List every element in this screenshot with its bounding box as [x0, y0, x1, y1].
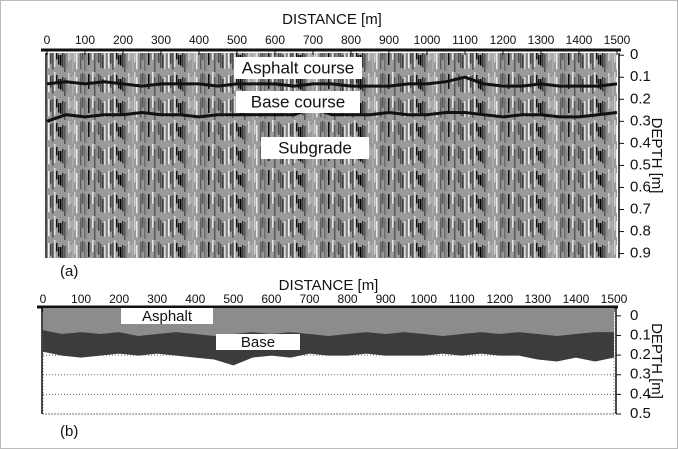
x-tick-label: 800 — [341, 33, 361, 47]
x-tick-label: 300 — [147, 292, 167, 306]
x-tick-label: 300 — [151, 33, 171, 47]
y-tick-label: 0.3 — [630, 112, 651, 129]
x-tick-label: 0 — [40, 292, 47, 306]
y-tick-label: 0.6 — [630, 178, 651, 195]
annotation-box — [216, 334, 300, 350]
y-tick-label: 0 — [630, 307, 638, 324]
panel-label: (a) — [60, 263, 78, 280]
x-tick-label: 700 — [303, 33, 323, 47]
x-tick-label: 1200 — [490, 33, 517, 47]
x-tick-label: 1500 — [604, 33, 631, 47]
y-tick-label: 0.2 — [630, 346, 651, 363]
y-axis-title: DEPTH [m] — [648, 118, 665, 194]
area-edge — [42, 329, 614, 337]
x-tick-label: 900 — [376, 292, 396, 306]
annotation: Asphalt course — [242, 58, 354, 77]
annotation: Subgrade — [278, 138, 352, 157]
annotation: Base course — [251, 92, 346, 111]
y-tick-label: 0.2 — [630, 90, 651, 107]
x-tick-label: 700 — [299, 292, 319, 306]
x-tick-label: 1100 — [449, 292, 475, 306]
x-tick-label: 400 — [185, 292, 205, 306]
x-tick-label: 1300 — [528, 33, 555, 47]
x-tick-label: 1000 — [410, 292, 437, 306]
y-tick-label: 0.7 — [630, 200, 651, 217]
x-tick-label: 1500 — [601, 292, 628, 306]
annotation-box — [121, 308, 213, 324]
x-tick-label: 400 — [189, 33, 209, 47]
interface-line — [46, 75, 618, 88]
x-tick-label: 1000 — [414, 33, 441, 47]
x-tick-label: 1400 — [563, 292, 590, 306]
x-tick-label: 500 — [223, 292, 243, 306]
annotation-box — [236, 91, 360, 113]
x-tick-label: 900 — [379, 33, 399, 47]
y-tick-label: 0.4 — [630, 134, 651, 151]
x-tick-label: 600 — [265, 33, 285, 47]
annotation-box — [261, 137, 369, 159]
x-tick-label: 500 — [227, 33, 247, 47]
x-tick-label: 1400 — [566, 33, 593, 47]
x-tick-label: 800 — [338, 292, 358, 306]
y-tick-label: 0.5 — [630, 405, 651, 422]
x-tick-label: 100 — [71, 292, 91, 306]
annotation: Asphalt — [142, 308, 193, 325]
x-tick-label: 1300 — [525, 292, 552, 306]
y-tick-label: 0 — [630, 46, 638, 63]
annotation-box — [234, 57, 362, 79]
x-tick-label: 0 — [44, 33, 51, 47]
x-tick-label: 1200 — [486, 292, 513, 306]
y-tick-label: 0.4 — [630, 385, 651, 402]
x-tick-label: 1100 — [452, 33, 478, 47]
panel-label: (b) — [60, 423, 78, 440]
annotation: Base — [241, 334, 275, 351]
x-tick-label: 600 — [261, 292, 281, 306]
x-axis-title: DISTANCE [m] — [279, 277, 379, 294]
y-tick-label: 0.1 — [630, 326, 651, 343]
y-tick-label: 0.1 — [630, 68, 651, 85]
y-axis-title: DEPTH [m] — [648, 323, 665, 399]
y-tick-label: 0.8 — [630, 223, 651, 240]
x-tick-label: 200 — [113, 33, 133, 47]
y-tick-label: 0.5 — [630, 156, 651, 173]
x-axis-title: DISTANCE [m] — [282, 11, 382, 28]
x-tick-label: 100 — [75, 33, 95, 47]
interface-line — [46, 106, 618, 123]
y-tick-label: 0.9 — [630, 245, 651, 262]
area-edge — [42, 350, 615, 366]
x-tick-label: 200 — [109, 292, 129, 306]
y-tick-label: 0.3 — [630, 366, 651, 383]
